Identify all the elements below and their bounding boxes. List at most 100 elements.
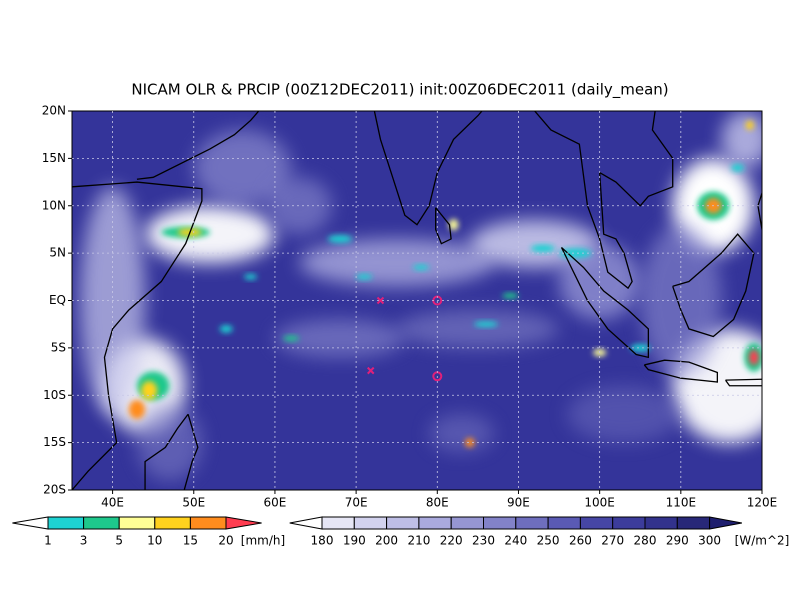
colorbar-end — [225, 516, 262, 530]
colorbar-label: 20 — [218, 534, 233, 548]
cross-marker — [376, 296, 385, 305]
cloud-area — [266, 177, 332, 235]
precip-area — [244, 273, 258, 280]
precip-area — [749, 349, 759, 365]
cross-marker — [367, 366, 375, 375]
precip-area — [473, 321, 499, 328]
cloud-area — [193, 129, 292, 206]
cloud-area — [640, 224, 722, 377]
colorbar-cell — [483, 516, 517, 530]
lat-label: 5S — [51, 340, 66, 354]
lat-label: 15S — [43, 435, 66, 449]
colorbar-label: 180 — [311, 534, 334, 548]
colorbar-label: 1 — [44, 534, 52, 548]
coastline — [724, 378, 762, 387]
colorbar-label: 5 — [115, 534, 123, 548]
colorbar-cell — [189, 516, 227, 530]
cloud-area — [429, 414, 495, 453]
lon-label: 100E — [584, 496, 615, 510]
lon-label: 70E — [345, 496, 368, 510]
colorbar-cell — [353, 516, 388, 530]
precip-area — [731, 164, 745, 172]
colorbar-label: 250 — [537, 534, 560, 548]
colorbar-label: 210 — [407, 534, 430, 548]
coastline — [435, 207, 452, 245]
map-field — [72, 111, 762, 490]
cloud-area — [299, 238, 494, 287]
lon-label: 60E — [264, 496, 287, 510]
colorbar-label: 280 — [634, 534, 657, 548]
colorbar-label: 260 — [569, 534, 592, 548]
precip-area — [327, 235, 353, 243]
colorbar-cell — [418, 516, 452, 530]
colorbar-cell — [321, 516, 355, 530]
colorbar-label: 15 — [183, 534, 198, 548]
colorbar-cell — [515, 516, 549, 530]
colorbar-label: 3 — [80, 534, 88, 548]
precip-area — [356, 273, 373, 280]
colorbar-cell — [47, 516, 85, 530]
cloud-area — [567, 385, 681, 443]
colorbar-cell — [579, 516, 614, 530]
colorbar-cell — [154, 516, 191, 530]
colorbar-end — [289, 516, 323, 530]
map-title: NICAM OLR & PRCIP (00Z12DEC2011) init:00… — [131, 81, 668, 100]
coastline — [72, 181, 203, 490]
cloud-area — [137, 404, 202, 481]
precip-area — [141, 381, 158, 401]
precip-area — [502, 292, 519, 299]
precip-area — [464, 437, 475, 448]
colorbar-label: 240 — [504, 534, 527, 548]
colorbar-unit: [W/m^2] — [735, 534, 790, 548]
colorbar-cell — [644, 516, 678, 530]
colorbar-end — [12, 516, 49, 530]
lat-label: 20N — [42, 104, 66, 118]
coastline — [373, 111, 674, 290]
coastline — [643, 359, 719, 383]
cloud-area — [145, 205, 275, 263]
colorbar-label: 220 — [440, 534, 463, 548]
cloud-area — [396, 309, 559, 348]
lon-label: 40E — [101, 496, 124, 510]
coastline — [136, 111, 260, 180]
lon-label: 50E — [182, 496, 205, 510]
colorbar-cell — [83, 516, 120, 530]
colorbar-label: 10 — [147, 534, 162, 548]
coastline — [560, 246, 650, 359]
lon-label: 110E — [666, 496, 697, 510]
colorbar-label: 200 — [375, 534, 398, 548]
lon-label: 90E — [507, 496, 530, 510]
lon-label: 80E — [426, 496, 449, 510]
coastline — [144, 413, 199, 490]
precip-area — [559, 248, 592, 258]
colorbar-label: 230 — [472, 534, 495, 548]
precip-area — [630, 344, 650, 352]
lon-label: 120E — [747, 496, 778, 510]
lat-label: 10N — [42, 198, 66, 212]
colorbar-cell — [676, 516, 711, 530]
colorbar-cell — [450, 516, 485, 530]
precip-area — [283, 335, 300, 342]
lat-label: 5N — [49, 246, 66, 260]
colorbar-end — [709, 516, 742, 530]
lat-label: 15N — [42, 151, 66, 165]
colorbar-cell — [386, 516, 420, 530]
coastline — [672, 233, 755, 338]
colorbar-cell — [118, 516, 156, 530]
colorbars: 1 3 5 10 15 20 [mm/h] 180 190 200 210 220 230 240 250 2… — [12, 516, 790, 548]
precip-area — [448, 219, 459, 231]
lat-label: EQ — [49, 293, 66, 307]
colorbar-label: 190 — [343, 534, 366, 548]
colorbar-cell — [547, 516, 581, 530]
precip-area — [219, 325, 233, 333]
cloud-area — [721, 111, 762, 168]
precip-area — [530, 244, 555, 253]
colorbar-label: 270 — [601, 534, 624, 548]
precip-area — [128, 399, 146, 419]
lat-label: 10S — [43, 388, 66, 402]
precip-area — [745, 120, 754, 130]
colorbar-label: 290 — [666, 534, 689, 548]
precip-area — [412, 264, 430, 271]
colorbar-unit: [mm/h] — [241, 534, 285, 548]
